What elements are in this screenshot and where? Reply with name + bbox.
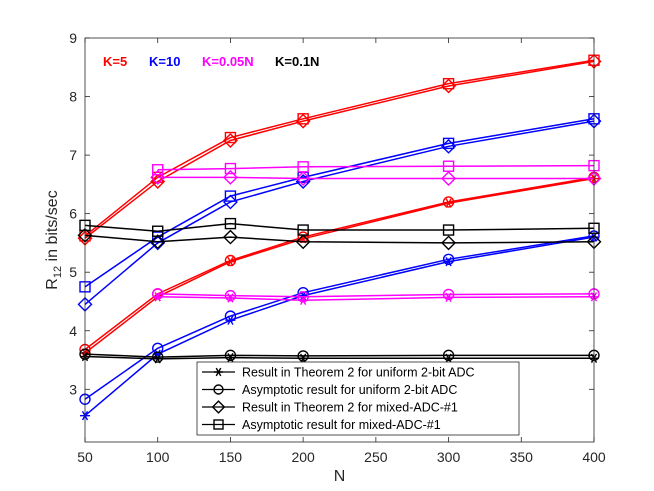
legend-entry: Result in Theorem 2 for uniform 2-bit AD… bbox=[202, 366, 475, 380]
series-9 bbox=[152, 159, 600, 176]
data-point bbox=[442, 224, 455, 236]
y-tick-label: 4 bbox=[69, 323, 77, 339]
data-point bbox=[442, 196, 455, 208]
series-line bbox=[84, 120, 595, 305]
legend-marker bbox=[213, 384, 224, 395]
y-tick-label: 5 bbox=[69, 264, 77, 280]
data-point bbox=[224, 289, 237, 302]
annotation-label: K=0.05N bbox=[202, 54, 254, 69]
legend-label: Asymptotic result for mixed-ADC-#1 bbox=[242, 418, 441, 432]
data-point bbox=[442, 288, 455, 301]
legend-entry: Asymptotic result for uniform 2-bit ADC bbox=[202, 383, 457, 397]
series-line bbox=[84, 60, 595, 239]
data-point bbox=[297, 113, 309, 125]
x-tick-label: 250 bbox=[364, 449, 388, 465]
annotation-label: K=0.1N bbox=[275, 54, 319, 69]
annotations: K=5 K=10 K=0.05N K=0.1N bbox=[103, 54, 319, 69]
data-point bbox=[224, 190, 237, 202]
y-axis-label-main: R bbox=[44, 278, 61, 290]
series-line bbox=[84, 236, 595, 417]
x-tick-label: 350 bbox=[510, 449, 534, 465]
y-tick-label: 3 bbox=[69, 381, 77, 397]
series-line bbox=[84, 353, 594, 358]
series-line bbox=[84, 177, 595, 354]
x-tick-label: 300 bbox=[437, 449, 461, 465]
series-11 bbox=[152, 288, 600, 303]
axes-box bbox=[84, 37, 595, 443]
legend: Result in Theorem 2 for uniform 2-bit AD… bbox=[196, 361, 520, 436]
legend-entry: Asymptotic result for mixed-ADC-#1 bbox=[202, 418, 441, 432]
data-point bbox=[442, 253, 455, 266]
data-point bbox=[150, 234, 166, 250]
x-tick-label: 100 bbox=[146, 449, 170, 465]
legend-box bbox=[196, 361, 520, 436]
data-point bbox=[152, 351, 164, 363]
y-axis-label-suffix: in bits/sec bbox=[44, 190, 61, 266]
data-point bbox=[297, 161, 309, 173]
data-point bbox=[152, 225, 164, 237]
data-point bbox=[224, 217, 237, 230]
series-line bbox=[84, 222, 595, 232]
data-point bbox=[441, 171, 457, 187]
data-point bbox=[297, 286, 309, 299]
legend-label: Result in Theorem 2 for mixed-ADC-#1 bbox=[242, 401, 458, 415]
x-tick-label: 150 bbox=[219, 449, 243, 465]
data-point bbox=[297, 291, 309, 303]
series-line bbox=[157, 293, 595, 298]
data-point bbox=[297, 350, 309, 362]
annotation-label: K=5 bbox=[103, 54, 127, 69]
legend-marker bbox=[214, 367, 223, 377]
data-point bbox=[152, 164, 164, 176]
data-point bbox=[224, 254, 237, 267]
legend-marker bbox=[213, 419, 224, 430]
data-point bbox=[441, 235, 457, 251]
series-line bbox=[84, 118, 595, 288]
x-tick-label: 50 bbox=[77, 449, 93, 465]
data-point bbox=[297, 224, 309, 236]
data-point bbox=[224, 162, 237, 175]
y-tick-label: 8 bbox=[69, 89, 77, 105]
y-axis-label: R12 in bits/sec bbox=[44, 190, 64, 289]
series-line bbox=[157, 164, 595, 171]
data-point bbox=[295, 171, 311, 187]
data-point bbox=[224, 310, 237, 322]
data-point bbox=[295, 234, 311, 250]
data-point bbox=[442, 160, 455, 172]
data-point bbox=[222, 229, 238, 245]
legend-label: Asymptotic result for uniform 2-bit ADC bbox=[242, 383, 457, 397]
legend-marker bbox=[211, 400, 226, 414]
series-8 bbox=[150, 169, 602, 187]
data-point bbox=[442, 349, 455, 362]
data-point bbox=[152, 342, 164, 355]
series-line bbox=[84, 355, 594, 360]
data-point bbox=[222, 169, 238, 185]
data-point bbox=[442, 137, 455, 150]
x-axis-label: N bbox=[334, 468, 346, 485]
x-tick-label: 200 bbox=[291, 449, 315, 465]
legend-entry: Result in Theorem 2 for mixed-ADC-#1 bbox=[202, 400, 458, 415]
series-line bbox=[84, 234, 595, 244]
data-point bbox=[224, 131, 237, 144]
legend-label: Result in Theorem 2 for uniform 2-bit AD… bbox=[242, 366, 475, 380]
series-line bbox=[84, 59, 595, 237]
x-tick-label: 400 bbox=[582, 449, 606, 465]
series-line bbox=[157, 176, 594, 180]
y-tick-label: 6 bbox=[69, 206, 77, 222]
annotation-label: K=10 bbox=[149, 54, 180, 69]
series-line bbox=[84, 176, 595, 351]
data-point bbox=[152, 288, 164, 300]
y-tick-label: 7 bbox=[69, 147, 77, 163]
data-point bbox=[224, 349, 237, 362]
axes-layer: 50 100 150 200 250 300 350 400 3 4 5 6 7 8 9 N R12 in bi… bbox=[44, 30, 606, 485]
data-point bbox=[442, 77, 455, 90]
y-axis-label-subscript: 12 bbox=[52, 266, 64, 278]
y-tick-label: 9 bbox=[69, 30, 77, 46]
